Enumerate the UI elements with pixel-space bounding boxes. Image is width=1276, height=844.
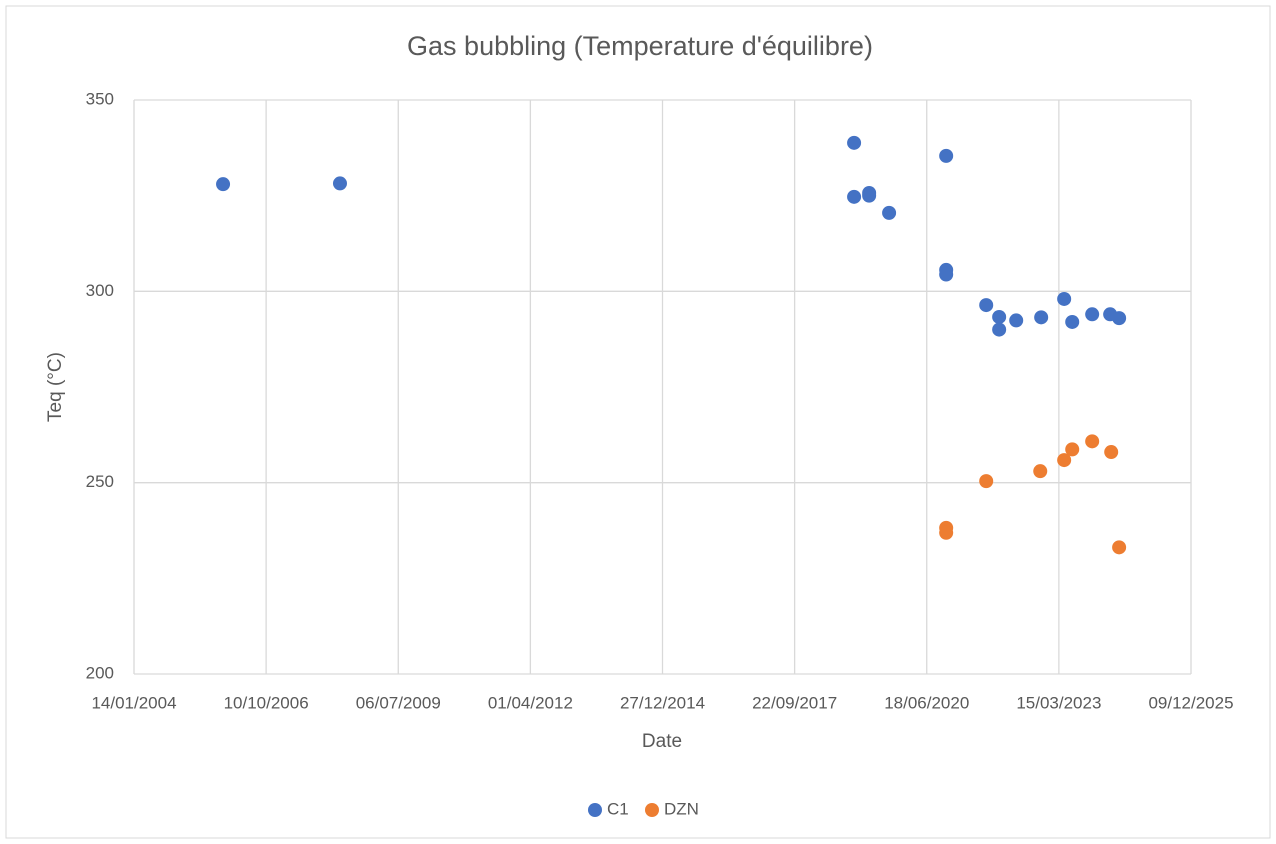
- point: [1057, 453, 1072, 468]
- legend-marker: [588, 803, 602, 817]
- x-tick-label: 22/09/2017: [752, 693, 837, 712]
- y-tick-label: 200: [86, 663, 114, 682]
- point: [992, 322, 1007, 337]
- point: [882, 205, 897, 220]
- y-tick-label: 250: [86, 472, 114, 491]
- x-tick-label: 10/10/2006: [224, 693, 309, 712]
- point: [979, 474, 994, 489]
- point: [979, 298, 994, 313]
- legend-marker: [645, 803, 659, 817]
- x-tick-label: 18/06/2020: [884, 693, 969, 712]
- point: [1112, 311, 1127, 326]
- point: [862, 188, 877, 203]
- point: [939, 148, 954, 163]
- y-axis-label: Teq (°C): [45, 352, 66, 422]
- point: [1085, 434, 1100, 449]
- point: [216, 177, 231, 192]
- point: [1065, 442, 1080, 457]
- point: [1009, 313, 1024, 328]
- point: [939, 267, 954, 282]
- x-tick-label: 27/12/2014: [620, 693, 705, 712]
- point: [939, 525, 954, 540]
- y-tick-label: 300: [86, 281, 114, 300]
- x-tick-label: 09/12/2025: [1148, 693, 1233, 712]
- point: [847, 189, 862, 204]
- x-tick-label: 14/01/2004: [91, 693, 176, 712]
- point: [847, 135, 862, 150]
- y-tick-label: 350: [86, 89, 114, 108]
- point: [1057, 291, 1072, 306]
- chart-title: Gas bubbling (Temperature d'équilibre): [407, 31, 873, 61]
- point: [1104, 445, 1119, 460]
- point: [992, 309, 1007, 324]
- point: [1034, 310, 1049, 325]
- point: [1112, 540, 1127, 555]
- x-tick-label: 15/03/2023: [1016, 693, 1101, 712]
- point: [332, 176, 347, 191]
- point: [1065, 314, 1080, 329]
- point: [1033, 464, 1048, 479]
- point: [1085, 307, 1100, 322]
- legend-label: DZN: [664, 799, 699, 818]
- legend-label: C1: [607, 799, 629, 818]
- x-tick-label: 06/07/2009: [356, 693, 441, 712]
- x-tick-label: 01/04/2012: [488, 693, 573, 712]
- chart-border: [5, 5, 1271, 839]
- x-axis-label: Date: [642, 731, 682, 752]
